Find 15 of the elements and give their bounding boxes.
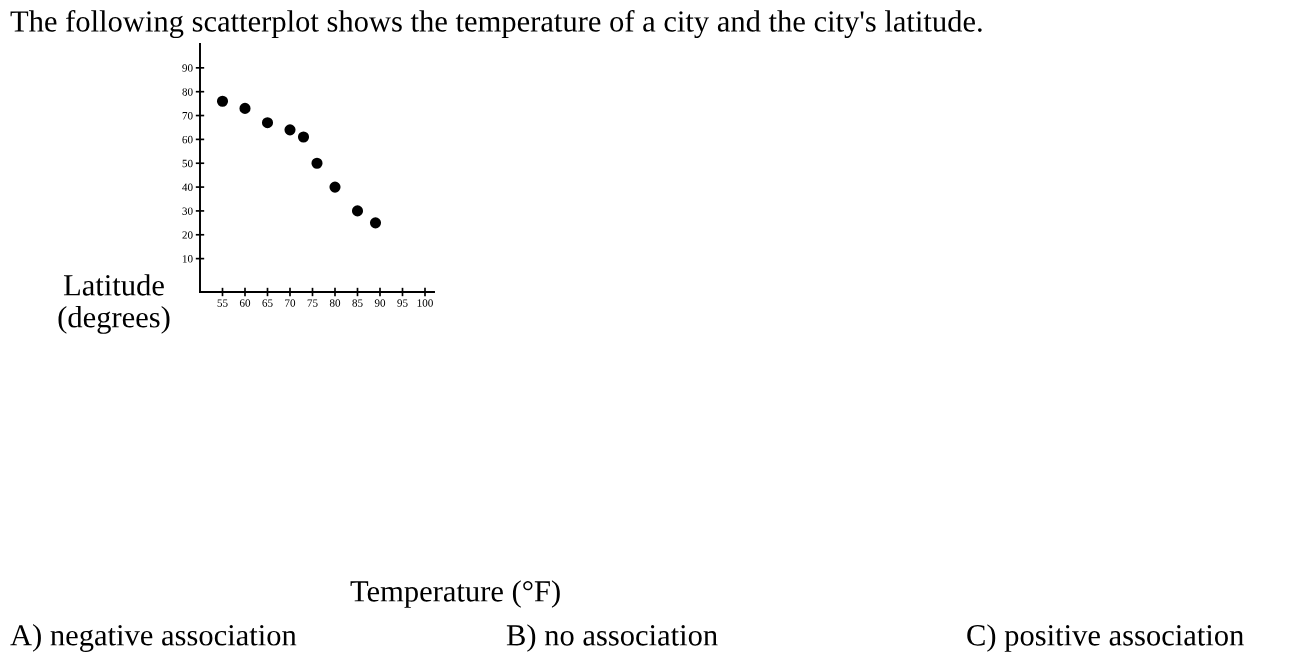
point [261, 117, 274, 129]
point [297, 131, 310, 143]
point [284, 124, 296, 136]
point [351, 205, 364, 217]
point [239, 102, 251, 114]
point [311, 157, 323, 169]
text: A) negative association [10, 624, 297, 652]
point [216, 95, 229, 107]
text: The following scatterplot shows the temperature of a city and the city's latitude. [10, 9, 982, 39]
point [329, 181, 341, 193]
text: C) positive association [967, 624, 1244, 652]
y-axis-title: Latitude (degrees) [58, 274, 170, 334]
point [369, 217, 382, 229]
text: B) no association [506, 624, 718, 652]
text: Temperature (°F) [350, 580, 560, 608]
